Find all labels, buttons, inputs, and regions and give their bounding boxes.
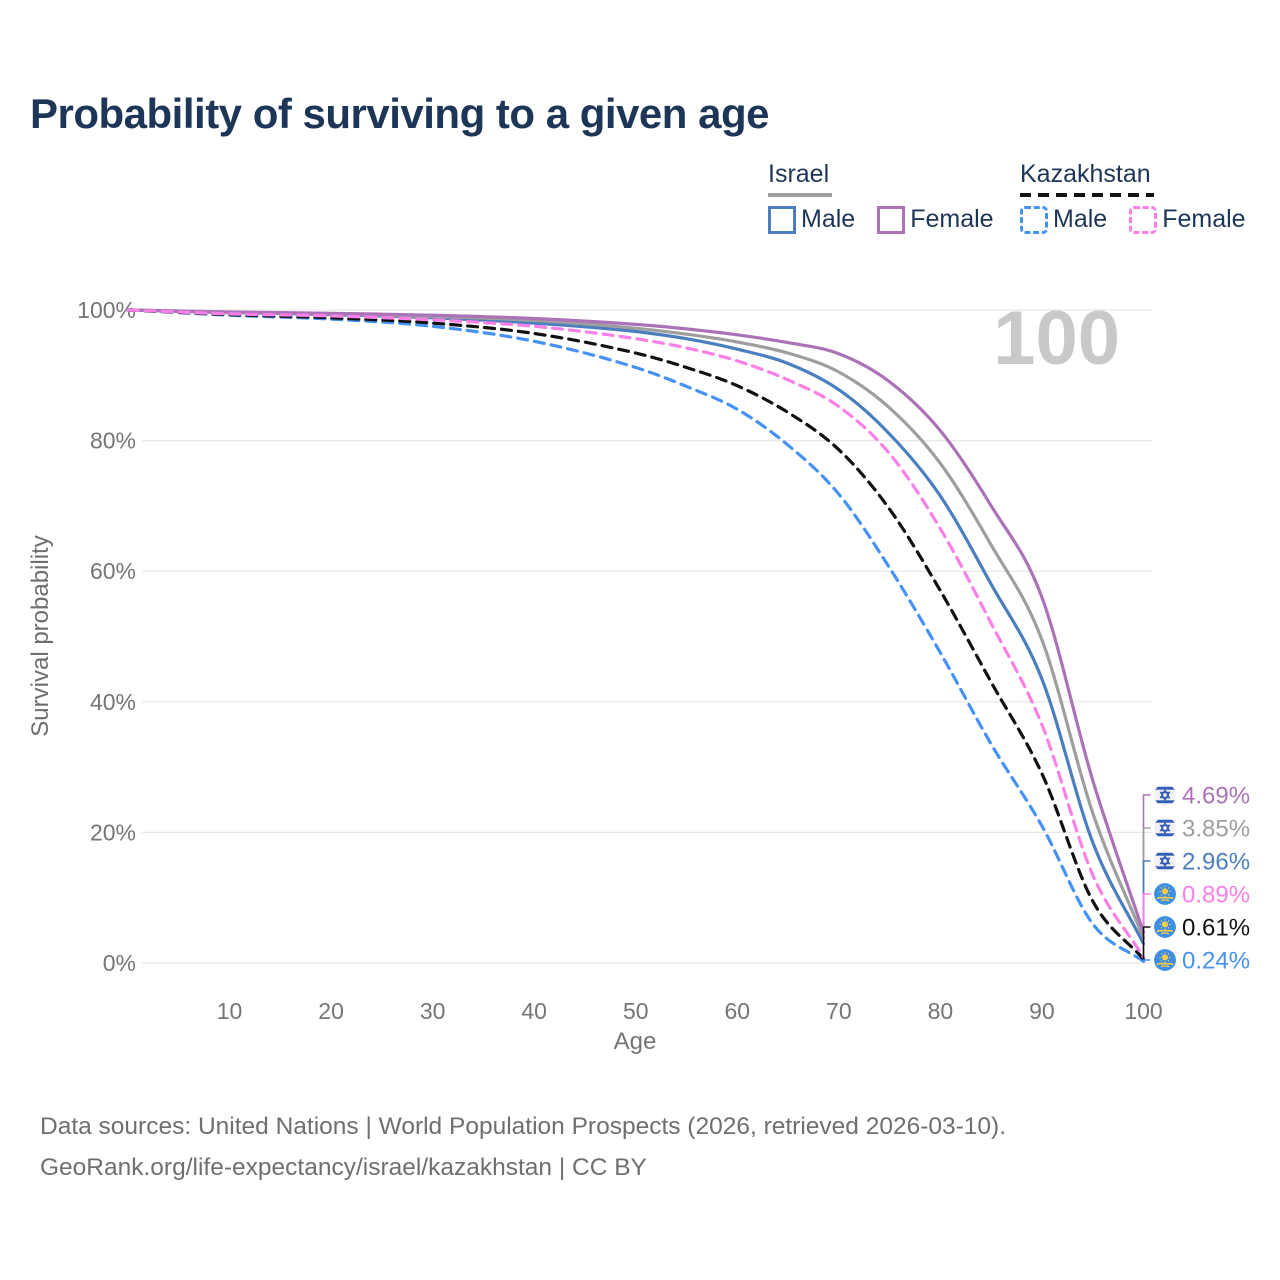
kazakhstan-male-swatch [1020,205,1048,234]
leader-line [1142,959,1151,962]
flag-icon-israel [1154,817,1176,839]
leader-line [1142,926,1151,959]
page-title: Probability of surviving to a given age [30,90,769,137]
flag-icon-kazakhstan [1154,916,1176,938]
flag-icon-israel [1154,784,1176,806]
gridlines [142,309,1152,964]
y-tick-label: 0% [103,950,136,976]
x-axis-title: Age [614,1028,657,1055]
end-value-label: 0.89% [1182,882,1250,909]
y-axis-tick-labels: 0% 20% 40% 60% 80% 100% [77,297,136,976]
age-watermark: 100 [993,296,1120,381]
end-label-leader-lines [1142,794,1151,962]
footer: Data sources: United Nations | World Pop… [40,1106,1006,1188]
curve-israel-male[interactable] [126,308,1146,946]
x-tick-label: 40 [521,998,547,1024]
x-tick-label: 50 [623,998,649,1024]
y-tick-label: 100% [77,297,136,323]
y-tick-label: 80% [90,428,136,454]
data-source-line: Data sources: United Nations | World Pop… [40,1113,1007,1140]
legend-group-kazakhstan: Kazakhstan Male Female [1020,160,1268,234]
x-tick-label: 80 [928,998,954,1024]
flag-icon-israel [1154,850,1176,872]
curve-kazakhstan-male[interactable] [126,308,1146,963]
legend-item-kazakhstan-female[interactable]: Female [1129,205,1246,234]
israel-female-swatch [877,205,906,234]
y-tick-label: 20% [90,819,136,845]
x-tick-label: 10 [217,998,243,1024]
x-tick-label: 60 [725,998,751,1024]
end-value-label: 0.24% [1182,948,1250,975]
leader-line [1142,893,1151,958]
x-tick-label: 100 [1124,998,1162,1024]
flag-icon-kazakhstan [1154,949,1176,971]
end-value-labels: 4.69% 3.85% 2.96% 0.89% 0.61% 0.24% [1154,783,1250,975]
curve-kazakhstan-female[interactable] [126,308,1146,959]
attribution-line: GeoRank.org/life-expectancy/israel/kazak… [40,1154,647,1181]
x-tick-label: 20 [318,998,344,1024]
y-axis-title: Survival probability [27,535,54,736]
legend-group-israel: Israel Male Female [768,160,1016,234]
legend-item-israel-male[interactable]: Male [768,205,855,234]
israel-line-style-swatch [768,193,832,197]
x-tick-label: 70 [826,998,852,1024]
curve-kazakhstan-both-sexes[interactable] [126,308,1146,961]
end-value-label: 4.69% [1182,783,1250,810]
legend: Israel Male Female Kazakhstan Male [0,160,1280,250]
survival-curves [126,308,1146,963]
legend-group-israel-label[interactable]: Israel [768,160,830,188]
flag-icon-kazakhstan [1154,883,1176,905]
legend-item-kazakhstan-male[interactable]: Male [1020,205,1107,234]
kazakhstan-female-swatch [1129,205,1158,234]
x-axis-tick-labels: 10 20 30 40 50 60 70 80 90 100 [217,998,1163,1024]
leader-line [1142,794,1151,933]
x-tick-label: 90 [1029,998,1055,1024]
y-tick-label: 60% [90,558,136,584]
israel-male-swatch [768,205,796,234]
end-value-label: 0.61% [1182,915,1250,942]
legend-item-israel-female[interactable]: Female [877,205,994,234]
leader-line [1142,827,1151,938]
x-tick-label: 30 [420,998,446,1024]
end-value-label: 3.85% [1182,816,1250,843]
y-tick-label: 40% [90,689,136,715]
legend-group-kazakhstan-label[interactable]: Kazakhstan [1020,160,1151,188]
end-value-label: 2.96% [1182,849,1250,876]
kazakhstan-line-style-swatch [1020,193,1154,197]
curve-israel-female[interactable] [126,308,1146,934]
